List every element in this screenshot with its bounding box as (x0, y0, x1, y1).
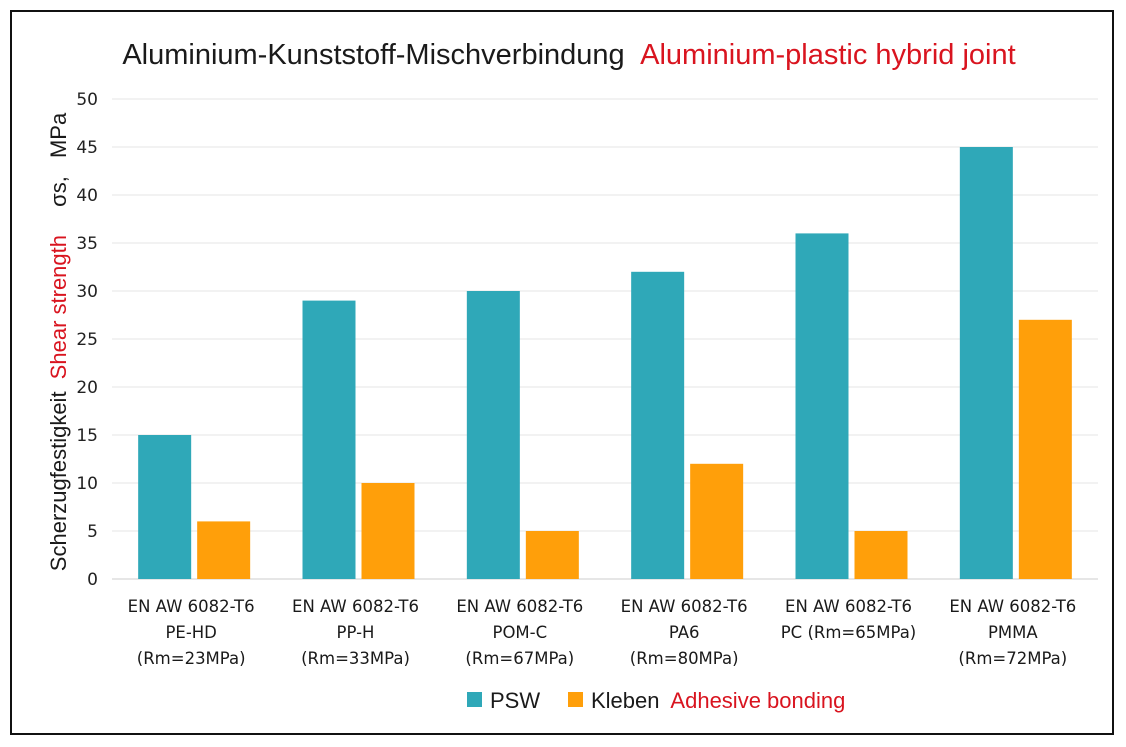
legend-label-kleben-de: Kleben (591, 688, 660, 713)
y-tick-label: 40 (76, 186, 98, 206)
bar-psw (138, 435, 192, 579)
legend-label-kleben: Kleben Adhesive bonding (591, 688, 845, 713)
x-category-label: PA6 (669, 623, 700, 642)
y-tick-label: 50 (76, 90, 98, 110)
x-category-label: PC (Rm=65MPa) (781, 623, 917, 642)
y-tick-label: 45 (76, 138, 98, 158)
y-axis-title: Scherzugfestigkeit Shear strength σs, MP… (46, 112, 71, 571)
x-category-label: EN AW 6082-T6 (128, 597, 255, 616)
y-tick-label: 25 (76, 330, 98, 350)
x-category-label: POM-C (493, 623, 548, 642)
gridlines (112, 98, 1098, 580)
bar-kleben (361, 483, 415, 579)
bar-psw (959, 147, 1013, 579)
bar-psw (302, 300, 356, 579)
x-category-label: (Rm=80MPa) (630, 649, 739, 668)
x-category-label: EN AW 6082-T6 (785, 597, 912, 616)
bar-kleben (854, 531, 908, 579)
x-category-label: PMMA (988, 623, 1038, 642)
y-tick-label: 35 (76, 234, 98, 254)
y-axis-title-unit: MPa (46, 112, 71, 158)
legend-label-psw: PSW (490, 688, 540, 713)
x-category-label: EN AW 6082-T6 (949, 597, 1076, 616)
chart-title: Aluminium-Kunststoff-Mischverbindung Alu… (122, 39, 1015, 71)
bar-kleben (197, 521, 251, 579)
legend-swatch-kleben (568, 692, 583, 707)
x-category-label: (Rm=67MPa) (465, 649, 574, 668)
bar-psw (631, 271, 685, 579)
x-category-label: EN AW 6082-T6 (621, 597, 748, 616)
y-tick-label: 5 (87, 522, 98, 542)
y-tick-label: 15 (76, 426, 98, 446)
y-axis-title-secondary: Shear strength (46, 235, 71, 379)
bars (138, 147, 1072, 579)
x-category-label: EN AW 6082-T6 (292, 597, 419, 616)
bar-kleben (690, 463, 744, 579)
legend-label-kleben-en: Adhesive bonding (670, 688, 845, 713)
y-tick-label: 30 (76, 282, 98, 302)
y-axis-ticks: 0 5 10 15 20 25 30 35 40 45 50 (76, 90, 98, 590)
y-tick-label: 20 (76, 378, 98, 398)
y-axis-title-primary: Scherzugfestigkeit (46, 391, 71, 571)
x-category-label: PP-H (337, 623, 375, 642)
y-tick-label: 0 (87, 570, 98, 590)
x-category-label: PE-HD (165, 623, 216, 642)
bar-kleben (1018, 319, 1072, 579)
x-category-label: (Rm=33MPa) (301, 649, 410, 668)
chart-title-primary: Aluminium-Kunststoff-Mischverbindung (122, 39, 624, 71)
bar-psw (795, 233, 849, 579)
legend-swatch-psw (467, 692, 482, 707)
x-category-label: (Rm=23MPa) (137, 649, 246, 668)
y-axis-title-symbol: σs, (46, 176, 71, 207)
chart-frame (10, 10, 1114, 735)
y-tick-label: 10 (76, 474, 98, 494)
x-category-label: (Rm=72MPa) (958, 649, 1067, 668)
x-axis-categories: EN AW 6082-T6 PE-HD (Rm=23MPa) EN AW 6082-T… (128, 597, 1077, 668)
legend: PSW Kleben Adhesive bonding (467, 688, 845, 713)
bar-psw (466, 291, 520, 579)
chart-title-secondary: Aluminium-plastic hybrid joint (640, 39, 1016, 71)
bar-kleben (525, 531, 579, 579)
x-category-label: EN AW 6082-T6 (456, 597, 583, 616)
